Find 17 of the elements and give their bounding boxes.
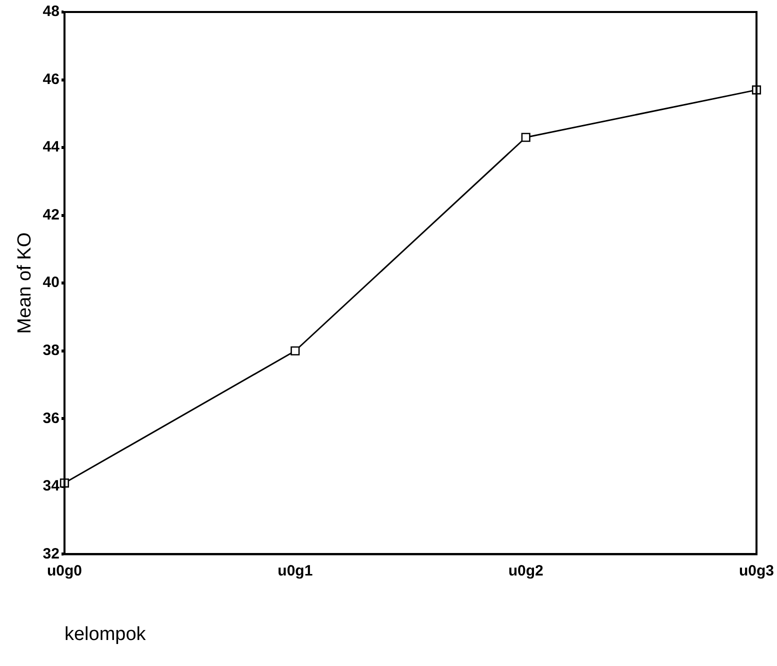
y-tick-label: 34 <box>42 478 60 495</box>
point <box>521 132 530 142</box>
x-tick-label: u0g2 <box>508 562 544 580</box>
y-tick-label: 42 <box>42 206 60 224</box>
y-tick-label: 46 <box>42 70 60 88</box>
y-tick-label: 36 <box>42 410 60 427</box>
x-tick-label: u0g3 <box>738 562 774 580</box>
x-tick-label: u0g1 <box>278 562 313 580</box>
y-tick-label: 40 <box>42 274 60 292</box>
y-tick-label: 44 <box>42 138 60 156</box>
point <box>290 346 300 356</box>
y-tick-label: 48 <box>42 3 60 20</box>
x-axis-title: kelompok <box>64 624 146 645</box>
y-tick-label: 32 <box>42 545 60 562</box>
y-axis-title: Mean of KO <box>14 232 36 334</box>
x-tick-label: u0g0 <box>46 562 82 580</box>
y-tick-label: 38 <box>42 342 60 360</box>
